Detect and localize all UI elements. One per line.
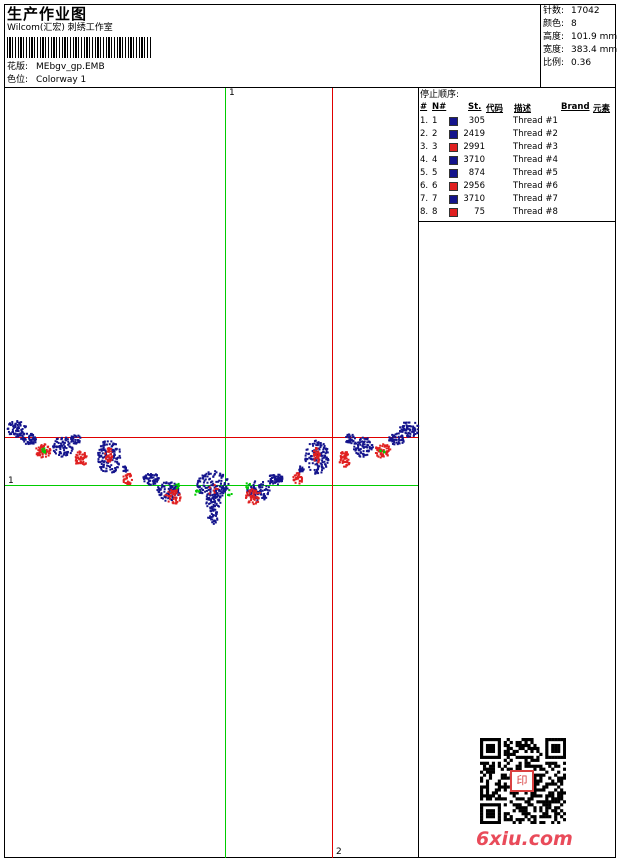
red-vertical-guide-label: 2 — [336, 847, 342, 857]
thread-color-swatch — [449, 182, 458, 191]
row-num: 1. — [420, 116, 429, 126]
stop-sequence-row: 7. 7 3710 Thread #7 — [420, 193, 620, 206]
row-num: 5. — [420, 168, 429, 178]
row-code: 3710 — [463, 194, 485, 204]
stat-value: 383.4 mm — [571, 45, 618, 55]
thread-color-swatch — [449, 143, 458, 152]
col-n: N# — [432, 102, 447, 112]
col-brand: Brand — [561, 102, 590, 112]
row-desc: Thread #5 — [513, 168, 558, 178]
col-desc: 描述 — [514, 104, 532, 114]
stop-sequence-box — [418, 87, 616, 222]
col-element: 元素 — [593, 104, 611, 114]
stop-sequence-row: 1. 1 305 Thread #1 — [420, 115, 620, 128]
thread-color-swatch — [449, 169, 458, 178]
seal-text: 印 — [516, 774, 528, 787]
row-desc: Thread #4 — [513, 155, 558, 165]
stop-sequence-rows: 1. 1 305 Thread #1 2. 2 2419 Thread #2 3. 3 2991 Th… — [420, 115, 616, 221]
row-desc: Thread #3 — [513, 142, 558, 152]
stop-sequence-row: 5. 5 874 Thread #5 — [420, 167, 620, 180]
row-num: 6. — [420, 181, 429, 191]
row-desc: Thread #2 — [513, 129, 558, 139]
barcode — [7, 37, 151, 58]
row-n: 5 — [432, 168, 438, 178]
thread-color-swatch — [449, 117, 458, 126]
row-num: 8. — [420, 207, 429, 217]
row-num: 3. — [420, 142, 429, 152]
row-code: 2956 — [463, 181, 485, 191]
row-desc: Thread #1 — [513, 116, 558, 126]
colorway-value: Colorway 1 — [36, 75, 87, 85]
stat-label: 宽度: — [543, 45, 565, 55]
stat-value: 17042 — [571, 6, 600, 16]
row-num: 7. — [420, 194, 429, 204]
thread-color-swatch — [449, 156, 458, 165]
watermark: 6xiu.com — [476, 828, 573, 850]
stat-label: 颜色: — [543, 19, 565, 29]
stat-label: 比例: — [543, 58, 565, 68]
colorway-label: 色位: — [7, 75, 29, 85]
studio-name: Wilcom(汇宏) 刺绣工作室 — [7, 23, 113, 33]
row-code: 75 — [474, 207, 485, 217]
stop-sequence-title: 停止顺序: — [420, 90, 460, 100]
row-num: 4. — [420, 155, 429, 165]
row-n: 4 — [432, 155, 438, 165]
page-title: 生产作业图 — [7, 5, 88, 23]
row-code: 305 — [468, 116, 485, 126]
stat-label: 针数: — [543, 6, 565, 16]
stat-value: 101.9 mm — [571, 32, 618, 42]
stop-sequence-row: 8. 8 75 Thread #8 — [420, 206, 620, 219]
green-vertical-guide-label: 1 — [229, 88, 235, 98]
stat-value: 0.36 — [571, 58, 592, 68]
row-num: 2. — [420, 129, 429, 139]
row-n: 3 — [432, 142, 438, 152]
row-n: 2 — [432, 129, 438, 139]
col-code: 代码 — [486, 104, 504, 114]
canvas-box — [4, 87, 419, 858]
row-desc: Thread #6 — [513, 181, 558, 191]
seal-stamp: 印 — [510, 770, 534, 792]
design-value: MEbgv_gp.EMB — [36, 62, 105, 72]
green-horizontal-guide-label: 1 — [8, 476, 14, 486]
row-n: 8 — [432, 207, 438, 217]
row-desc: Thread #8 — [513, 207, 558, 217]
col-st: St. — [468, 102, 482, 112]
embroidery-design — [6, 420, 420, 525]
row-code: 2991 — [463, 142, 485, 152]
row-n: 7 — [432, 194, 438, 204]
stop-sequence-row: 6. 6 2956 Thread #6 — [420, 180, 620, 193]
stop-sequence-row: 4. 4 3710 Thread #4 — [420, 154, 620, 167]
row-code: 3710 — [463, 155, 485, 165]
stat-label: 高度: — [543, 32, 565, 42]
row-desc: Thread #7 — [513, 194, 558, 204]
col-num: # — [420, 102, 428, 112]
thread-color-swatch — [449, 208, 458, 217]
stop-sequence-row: 2. 2 2419 Thread #2 — [420, 128, 620, 141]
stop-sequence-row: 3. 3 2991 Thread #3 — [420, 141, 620, 154]
row-code: 874 — [468, 168, 485, 178]
row-n: 1 — [432, 116, 438, 126]
thread-color-swatch — [449, 130, 458, 139]
stop-sequence-header: # N# St. 代码 描述 Brand 元素 — [420, 102, 616, 114]
row-n: 6 — [432, 181, 438, 191]
design-label: 花版: — [7, 62, 29, 72]
thread-color-swatch — [449, 195, 458, 204]
stat-value: 8 — [571, 19, 577, 29]
row-code: 2419 — [463, 129, 485, 139]
